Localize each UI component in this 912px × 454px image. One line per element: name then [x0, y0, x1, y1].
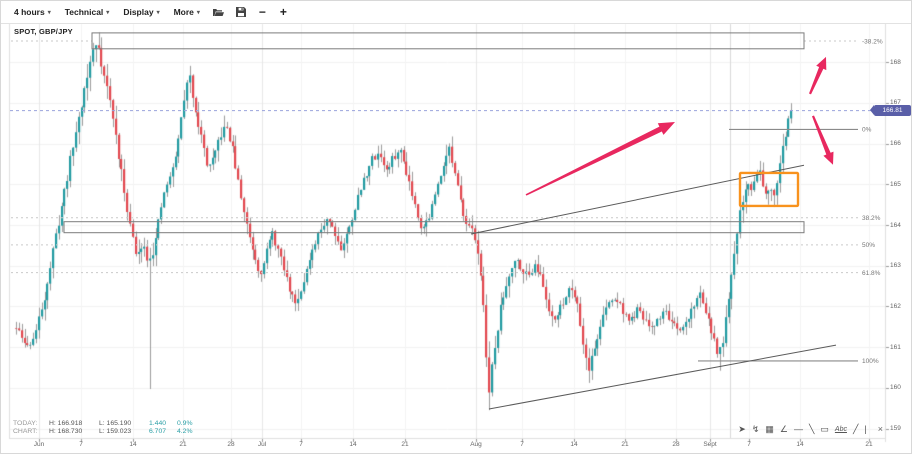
time-month-label: Jul	[257, 441, 267, 448]
today-low: L: 165.190	[99, 420, 132, 427]
time-tick-label: 28	[672, 441, 680, 448]
time-tick-label: 21	[621, 441, 629, 448]
caret-down-icon: ▾	[106, 9, 110, 16]
ohlc-stats: TODAY: H: 166.918 L: 165.190 1.440 0.9% CHAR…	[13, 420, 205, 436]
price-tick-label: 168	[890, 58, 901, 66]
save-icon	[235, 5, 246, 20]
time-tick-label: 14	[129, 441, 137, 448]
today-change: 1.440	[149, 420, 167, 427]
more-menu[interactable]: More ▾	[167, 7, 207, 17]
chart-label: CHART:	[13, 428, 38, 435]
current-price-badge: 166.81	[870, 105, 911, 117]
cursor-tool[interactable]: ➤	[738, 424, 746, 434]
chart-change-pct: 4.2%	[177, 428, 193, 435]
chart-stats-row: CHART: H: 168.730 L: 159.023 6.707 4.2%	[13, 428, 205, 436]
polyline-tool[interactable]: ↯	[751, 424, 760, 434]
zoom-in-button[interactable]: +	[273, 6, 294, 18]
display-menu[interactable]: Display ▾	[116, 7, 166, 17]
time-tick-label: 7	[520, 441, 524, 448]
today-change-pct: 0.9%	[177, 420, 193, 427]
caret-down-icon: ▾	[196, 9, 200, 16]
vertical-line-tool[interactable]: |	[864, 424, 867, 434]
time-tick-label: 14	[796, 441, 804, 448]
price-tick-label: 166	[890, 140, 901, 148]
fib-grid-tool[interactable]: ▦	[765, 424, 774, 434]
chart-high: H: 168.730	[49, 428, 83, 435]
open-chart-button[interactable]	[207, 5, 230, 20]
timeframe-menu[interactable]: 4 hours ▾	[7, 7, 58, 17]
price-tick-label: 159	[890, 425, 901, 432]
price-tick-label: 163	[890, 262, 901, 270]
price-tick-label: 165	[890, 180, 901, 188]
timeframe-menu-label: 4 hours	[14, 7, 45, 17]
technical-menu[interactable]: Technical ▾	[58, 7, 117, 17]
today-stats-row: TODAY: H: 166.918 L: 165.190 1.440 0.9%	[13, 420, 205, 428]
time-tick-label: 28	[227, 441, 235, 448]
time-tick-label: 21	[865, 441, 873, 448]
time-tick-label: 14	[349, 441, 357, 448]
chart-change: 6.707	[149, 428, 167, 435]
remove-drawings-tool[interactable]: ×	[877, 424, 883, 434]
time-month-label: Jun	[33, 441, 45, 448]
chart-low: L: 159.023	[99, 428, 132, 435]
time-tick-label: 7	[79, 441, 83, 448]
ray-tool[interactable]: ╱	[852, 424, 859, 434]
text-tool[interactable]: Abc	[834, 426, 847, 433]
time-tick-label: 7	[747, 441, 751, 448]
trend-fan-tool[interactable]: ∠	[779, 424, 788, 434]
horizontal-line-tool[interactable]: —	[793, 424, 803, 434]
save-chart-button[interactable]	[230, 5, 252, 20]
display-menu-label: Display	[123, 7, 154, 17]
caret-down-icon: ▾	[47, 9, 51, 16]
time-tick-label: 21	[179, 441, 187, 448]
today-label: TODAY:	[13, 420, 38, 427]
drawing-toolbar: ➤ ↯ ▦ ∠ — ╲ ▭ Abc ╱ | ×	[738, 424, 883, 435]
time-month-label: Aug	[470, 441, 482, 448]
rectangle-tool[interactable]: ▭	[820, 424, 829, 434]
today-high: H: 166.918	[49, 420, 83, 427]
trend-line-tool[interactable]: ╲	[808, 424, 815, 434]
time-tick-label: 7	[299, 441, 303, 448]
price-tick-label: 167	[890, 99, 901, 107]
top-toolbar: 4 hours ▾ Technical ▾ Display ▾ More ▾ −…	[1, 1, 911, 24]
zoom-out-button[interactable]: −	[252, 6, 273, 18]
time-tick-label: 21	[401, 441, 409, 448]
folder-icon	[212, 5, 224, 20]
technical-menu-label: Technical	[64, 7, 104, 17]
more-menu-label: More	[173, 7, 194, 17]
price-tick-label: 160	[890, 384, 901, 392]
time-tick-label: 14	[570, 441, 578, 448]
symbol-label: SPOT, GBP/JPY	[14, 27, 73, 36]
time-month-label: Sept	[703, 441, 717, 448]
price-tick-label: 162	[890, 302, 901, 310]
price-tick-label: 161	[890, 343, 901, 351]
caret-down-icon: ▾	[156, 9, 160, 16]
price-tick-label: 164	[890, 221, 901, 229]
